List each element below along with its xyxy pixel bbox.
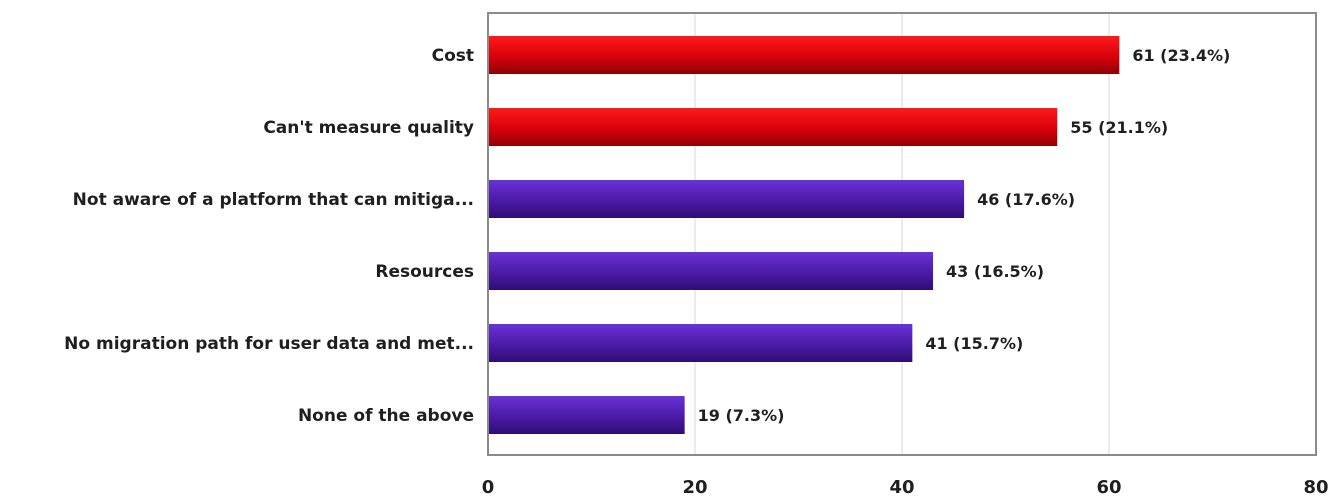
category-label: Can't measure quality (263, 118, 474, 138)
bar-1 (488, 108, 1058, 146)
category-label: Not aware of a platform that can mitiga.… (73, 190, 474, 210)
value-label: 46 (17.6%) (977, 190, 1075, 209)
bars (488, 36, 1120, 434)
x-tick-label: 20 (682, 477, 707, 496)
value-label: 41 (15.7%) (925, 334, 1023, 353)
x-tick-label: 40 (889, 477, 914, 496)
bar-2 (488, 180, 965, 218)
category-label: Cost (432, 46, 474, 66)
value-label: 61 (23.4%) (1132, 46, 1230, 65)
bar-0 (488, 36, 1120, 74)
bar-3 (488, 252, 934, 290)
plot-frame (487, 12, 1317, 456)
x-tick-label: 80 (1303, 477, 1328, 496)
category-labels: Cost Can't measure quality Not aware of a … (64, 46, 474, 426)
grid-lines (694, 13, 1110, 455)
x-axis-ticks: 0 20 40 60 80 (482, 477, 1329, 496)
value-label: 55 (21.1%) (1070, 118, 1168, 137)
category-label: None of the above (298, 406, 474, 426)
bar-5 (488, 396, 685, 434)
x-tick-label: 0 (482, 477, 495, 496)
value-label: 19 (7.3%) (698, 406, 785, 425)
bar-4 (488, 324, 913, 362)
category-label: Resources (375, 262, 474, 282)
category-label: No migration path for user data and met.… (64, 334, 474, 354)
value-labels: 61 (23.4%) 55 (21.1%) 46 (17.6%) 43 (16.5%)… (698, 46, 1231, 425)
value-label: 43 (16.5%) (946, 262, 1044, 281)
x-tick-label: 60 (1096, 477, 1121, 496)
